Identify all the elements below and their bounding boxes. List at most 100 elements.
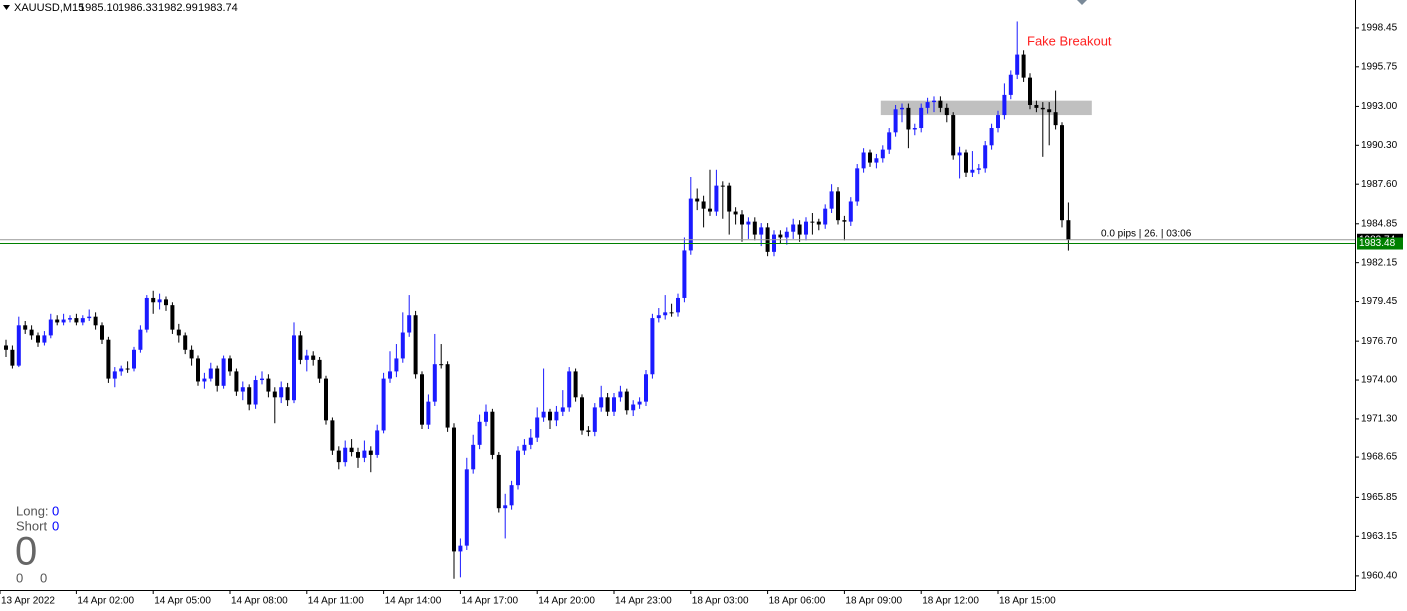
candle-body <box>688 198 693 251</box>
candle-body <box>100 325 104 340</box>
y-tick-label: 1976.70 <box>1361 336 1398 347</box>
x-tick-label: 14 Apr 14:00 <box>385 596 442 607</box>
candle-body <box>829 191 834 209</box>
short-label: Short <box>16 518 47 533</box>
y-tick-label: 1987.60 <box>1361 179 1398 190</box>
candle-body <box>151 297 156 303</box>
candle-body <box>925 102 930 108</box>
candle-body <box>132 349 136 369</box>
candle-body <box>279 387 284 398</box>
candle-body <box>87 316 92 319</box>
candle-body <box>477 421 482 445</box>
candle-body <box>471 444 476 470</box>
bottom-value: 0 <box>40 570 47 585</box>
x-tick-label: 18 Apr 06:00 <box>769 596 826 607</box>
candle-body <box>228 358 232 372</box>
candle-body <box>1002 94 1007 116</box>
candle-body <box>1028 77 1032 105</box>
price-label: 1983.48 <box>1359 238 1396 249</box>
candle-body <box>458 545 463 552</box>
y-tick-label: 1982.15 <box>1361 257 1398 268</box>
price-label-bg <box>1357 237 1403 250</box>
candle-body <box>42 335 47 343</box>
candle-body <box>964 152 968 173</box>
candle-body <box>413 315 418 375</box>
candle-body <box>682 250 687 298</box>
candle-body <box>580 397 584 431</box>
candle-body <box>74 318 79 323</box>
candle-body <box>861 152 866 169</box>
candle-body <box>612 397 616 412</box>
candle-body <box>292 335 296 401</box>
x-tick-label: 13 Apr 2022 <box>1 596 55 607</box>
x-tick-label: 14 Apr 02:00 <box>77 596 134 607</box>
x-tick-label: 14 Apr 17:00 <box>461 596 518 607</box>
candle-body <box>868 152 872 163</box>
y-tick-label: 1993.00 <box>1361 101 1398 112</box>
candle-body <box>247 387 252 405</box>
candle-body <box>983 145 988 169</box>
candle-body <box>420 374 424 425</box>
candle-body <box>951 115 956 156</box>
candle-body <box>176 329 181 336</box>
candle-body <box>804 221 808 235</box>
candle-body <box>400 332 405 359</box>
candle-body <box>464 469 469 546</box>
x-tick-label: 18 Apr 03:00 <box>692 596 749 607</box>
candle-body <box>202 378 207 382</box>
candle-body <box>4 345 8 350</box>
candle-body <box>669 312 674 314</box>
annotation: Fake Breakout <box>1027 33 1112 48</box>
candle-body <box>516 450 520 486</box>
candle-body <box>893 109 898 133</box>
candle-body <box>112 371 117 379</box>
candle-body <box>93 316 98 326</box>
candle-body <box>912 128 917 130</box>
candle-body <box>221 358 226 386</box>
candle-body <box>298 335 303 360</box>
candle-body <box>356 452 360 458</box>
y-tick-label: 1971.30 <box>1361 414 1398 425</box>
candle-body <box>970 169 975 173</box>
candle-body <box>746 221 751 225</box>
candle-body <box>637 401 642 405</box>
candle-body <box>106 339 111 379</box>
candle-body <box>1066 220 1071 240</box>
candle-body <box>1060 125 1064 221</box>
candle-body <box>394 358 399 372</box>
candle-body <box>810 221 815 223</box>
x-tick-label: 14 Apr 23:00 <box>615 596 672 607</box>
candle-body <box>900 107 904 110</box>
candle-body <box>164 299 168 306</box>
candle-body <box>336 450 341 463</box>
candle-body <box>535 417 540 438</box>
candle-body <box>624 391 629 411</box>
open-label: 1985.10 <box>79 2 119 14</box>
candle-body <box>759 227 764 235</box>
candle-body <box>541 411 546 418</box>
candle-body <box>1021 54 1026 78</box>
candle-body <box>266 378 271 392</box>
candle-body <box>260 378 264 381</box>
candle-body <box>189 349 194 359</box>
candle-body <box>330 420 335 451</box>
candle-body <box>631 404 636 411</box>
candle-body <box>317 359 322 379</box>
candle-body <box>29 329 34 336</box>
candle-body <box>816 221 821 225</box>
scroll-marker <box>1077 0 1087 5</box>
y-tick-label: 1998.45 <box>1361 23 1398 34</box>
candle-body <box>592 407 597 432</box>
menu-arrow[interactable] <box>3 5 10 10</box>
candle-body <box>343 447 348 463</box>
x-tick-label: 14 Apr 05:00 <box>154 596 211 607</box>
candle-body <box>752 221 757 235</box>
x-tick-label: 18 Apr 15:00 <box>999 596 1056 607</box>
candle-body <box>36 335 40 343</box>
low-label: 1982.99 <box>158 2 198 14</box>
candle-body <box>23 325 28 330</box>
candle-body <box>1034 104 1039 108</box>
candle-body <box>919 107 924 129</box>
candle-body <box>740 214 744 225</box>
